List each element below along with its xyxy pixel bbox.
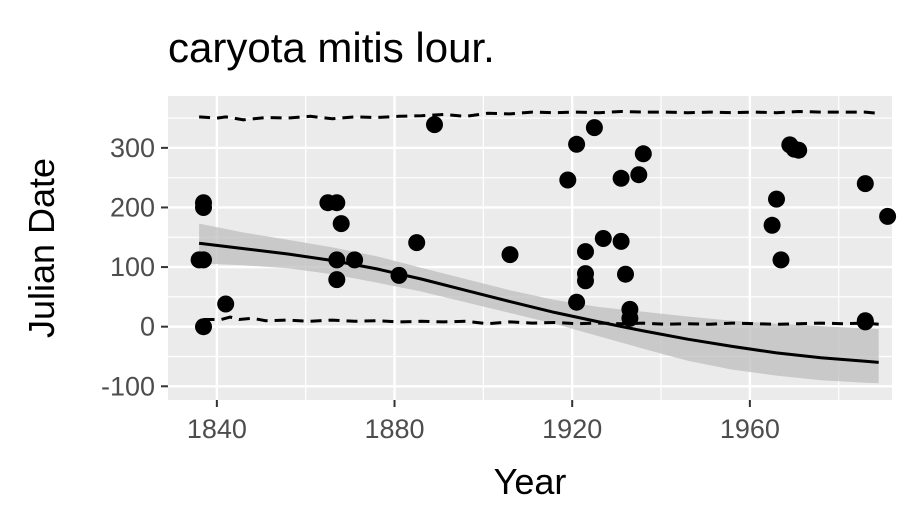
data-point	[634, 145, 652, 163]
data-point	[577, 272, 594, 290]
data-point	[328, 271, 346, 289]
data-point	[621, 309, 639, 327]
data-point	[790, 141, 808, 159]
data-point	[772, 251, 790, 269]
data-point	[612, 169, 630, 187]
data-point	[195, 199, 212, 216]
data-point	[346, 251, 364, 269]
x-tick-label: 1880	[364, 414, 424, 444]
data-point	[568, 293, 586, 311]
x-tick-label: 1920	[542, 414, 602, 444]
data-point	[332, 215, 350, 233]
data-point	[328, 251, 346, 269]
x-axis-title: Year	[494, 461, 567, 502]
data-point	[559, 171, 577, 189]
data-point	[856, 312, 874, 330]
y-tick-label: 100	[110, 252, 155, 282]
x-tick-label: 1960	[720, 414, 780, 444]
data-points	[190, 116, 897, 336]
fit-lines	[198, 109, 879, 364]
data-point	[217, 295, 235, 313]
y-axis-title: Julian Date	[21, 158, 62, 338]
y-tick-label: -100	[101, 371, 155, 401]
data-point	[568, 135, 586, 153]
data-point	[594, 230, 612, 247]
data-point	[577, 243, 594, 261]
x-tick-label: 1840	[187, 414, 247, 444]
data-point	[195, 251, 212, 269]
data-point	[195, 318, 212, 336]
data-point	[612, 232, 630, 250]
data-point	[856, 175, 874, 193]
data-point	[763, 216, 781, 234]
chart-title: caryota mitis lour.	[168, 24, 495, 71]
y-tick-label: 300	[110, 133, 155, 163]
data-point	[426, 116, 443, 134]
data-point	[879, 207, 897, 225]
lower-dashed-line	[203, 315, 879, 326]
axes: 1840 1880 1920 1960 -100 0 100 200 300	[101, 133, 780, 444]
upper-dashed-line	[198, 109, 879, 122]
data-point	[408, 234, 426, 252]
fit-line	[198, 241, 879, 364]
data-point	[768, 190, 785, 208]
y-tick-label: 200	[110, 192, 155, 222]
data-point	[585, 119, 603, 137]
data-point	[390, 266, 408, 284]
data-point	[630, 166, 648, 184]
data-point	[328, 194, 346, 212]
data-point	[501, 246, 519, 264]
y-tick-label: 0	[140, 312, 155, 342]
data-point	[617, 265, 634, 283]
